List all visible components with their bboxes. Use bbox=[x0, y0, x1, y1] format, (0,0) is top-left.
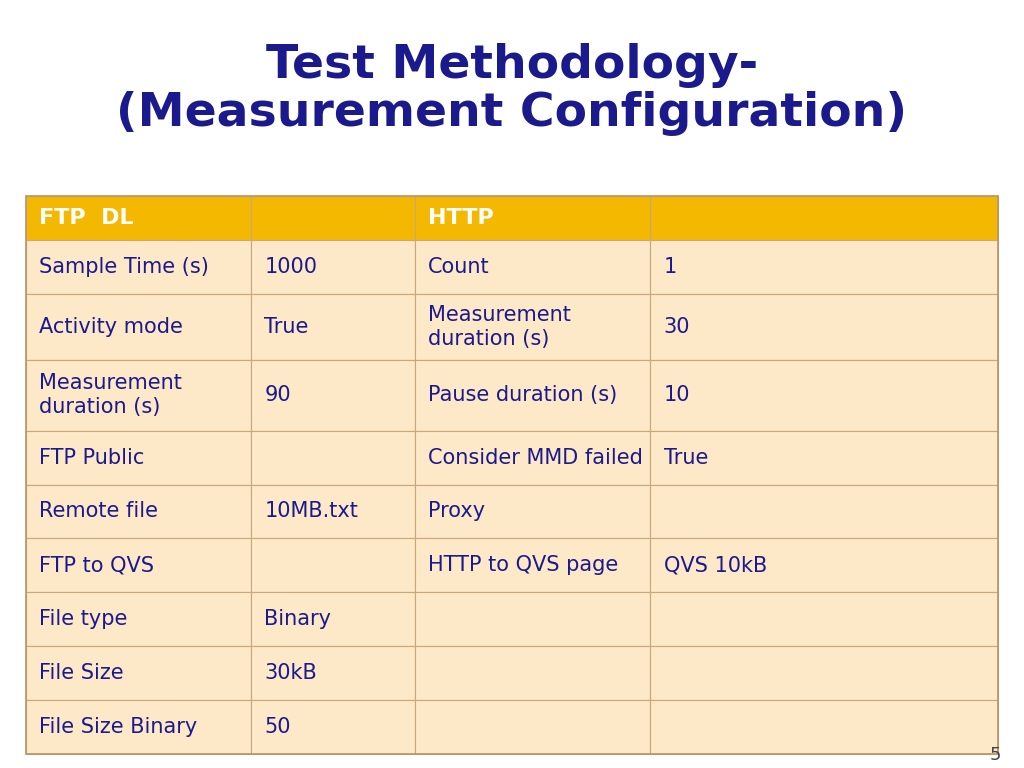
Text: Measurement
duration (s): Measurement duration (s) bbox=[428, 305, 571, 349]
Text: 30kB: 30kB bbox=[264, 664, 317, 684]
Bar bbox=[251, 592, 415, 647]
Bar bbox=[415, 592, 650, 647]
Bar bbox=[415, 240, 650, 294]
Text: Binary: Binary bbox=[264, 609, 331, 629]
Bar bbox=[415, 647, 650, 700]
Bar bbox=[26, 485, 251, 538]
Text: FTP Public: FTP Public bbox=[39, 448, 144, 468]
Bar bbox=[251, 431, 415, 485]
Bar bbox=[251, 647, 415, 700]
Text: FTP to QVS: FTP to QVS bbox=[39, 555, 154, 575]
Bar bbox=[251, 240, 415, 294]
Bar bbox=[650, 538, 998, 592]
Text: Remote file: Remote file bbox=[39, 502, 158, 521]
Text: 90: 90 bbox=[264, 386, 291, 406]
Bar bbox=[650, 431, 998, 485]
Bar bbox=[650, 294, 998, 360]
Bar bbox=[26, 700, 251, 754]
Bar bbox=[26, 360, 251, 431]
Text: File type: File type bbox=[39, 609, 127, 629]
Text: 30: 30 bbox=[664, 317, 690, 337]
Bar bbox=[26, 431, 251, 485]
Bar bbox=[415, 360, 650, 431]
Text: 10: 10 bbox=[664, 386, 690, 406]
Bar bbox=[415, 196, 650, 240]
Text: (Measurement Configuration): (Measurement Configuration) bbox=[117, 91, 907, 136]
Bar bbox=[26, 592, 251, 647]
Bar bbox=[415, 538, 650, 592]
Bar bbox=[26, 538, 251, 592]
Bar bbox=[415, 431, 650, 485]
Bar bbox=[26, 196, 251, 240]
Text: FTP  DL: FTP DL bbox=[39, 208, 133, 228]
Text: 10MB.txt: 10MB.txt bbox=[264, 502, 358, 521]
Text: Count: Count bbox=[428, 257, 489, 277]
Text: Activity mode: Activity mode bbox=[39, 317, 183, 337]
Text: Sample Time (s): Sample Time (s) bbox=[39, 257, 209, 277]
Bar bbox=[650, 647, 998, 700]
Text: 1000: 1000 bbox=[264, 257, 317, 277]
Text: HTTP: HTTP bbox=[428, 208, 494, 228]
Text: 1: 1 bbox=[664, 257, 677, 277]
Bar bbox=[26, 647, 251, 700]
Bar bbox=[26, 240, 251, 294]
Text: QVS 10kB: QVS 10kB bbox=[664, 555, 767, 575]
Text: True: True bbox=[264, 317, 308, 337]
Bar bbox=[251, 538, 415, 592]
Text: 5: 5 bbox=[990, 746, 1001, 764]
Bar bbox=[26, 294, 251, 360]
Text: Measurement
duration (s): Measurement duration (s) bbox=[39, 373, 182, 417]
Bar bbox=[251, 294, 415, 360]
Text: Pause duration (s): Pause duration (s) bbox=[428, 386, 617, 406]
Bar bbox=[415, 485, 650, 538]
Bar bbox=[415, 700, 650, 754]
Bar bbox=[650, 360, 998, 431]
Bar bbox=[415, 294, 650, 360]
Bar bbox=[650, 240, 998, 294]
Bar bbox=[251, 700, 415, 754]
Text: File Size: File Size bbox=[39, 664, 124, 684]
Bar bbox=[650, 485, 998, 538]
Text: File Size Binary: File Size Binary bbox=[39, 717, 198, 737]
Text: HTTP to QVS page: HTTP to QVS page bbox=[428, 555, 618, 575]
Bar bbox=[650, 196, 998, 240]
Bar bbox=[26, 196, 998, 754]
Text: Test Methodology-: Test Methodology- bbox=[266, 43, 758, 88]
Text: 50: 50 bbox=[264, 717, 291, 737]
Text: Proxy: Proxy bbox=[428, 502, 485, 521]
Text: True: True bbox=[664, 448, 708, 468]
Bar bbox=[650, 700, 998, 754]
Bar bbox=[251, 360, 415, 431]
Bar bbox=[251, 485, 415, 538]
Bar bbox=[251, 196, 415, 240]
Bar bbox=[650, 592, 998, 647]
Text: Consider MMD failed: Consider MMD failed bbox=[428, 448, 643, 468]
